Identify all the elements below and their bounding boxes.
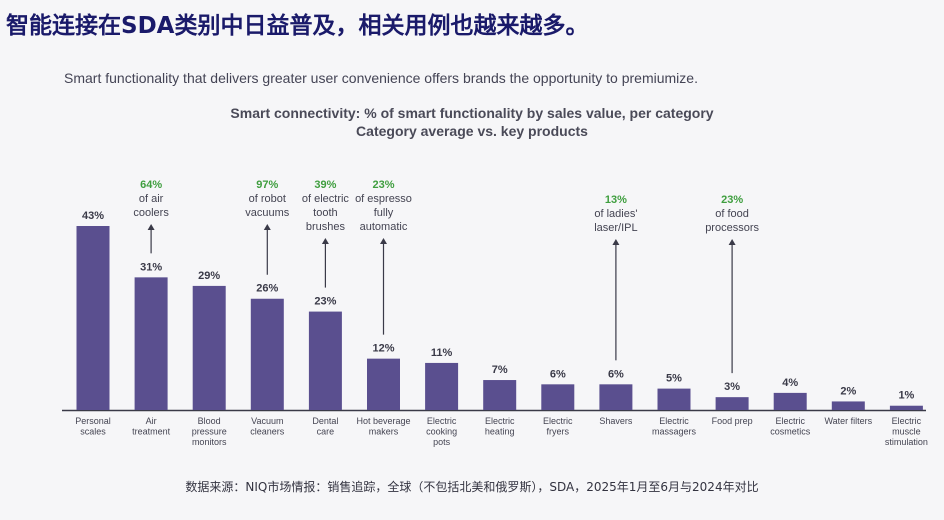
category-label: cooking bbox=[426, 427, 457, 437]
annotation-value: 97% bbox=[256, 179, 278, 191]
annotation-arrowhead bbox=[612, 239, 620, 245]
category-label: monitors bbox=[192, 437, 227, 447]
category-label: Shavers bbox=[599, 416, 633, 426]
bar-value-label: 31% bbox=[140, 261, 162, 273]
bar-value-label: 23% bbox=[314, 296, 336, 308]
page-subtitle: Smart functionality that delivers greate… bbox=[64, 70, 698, 86]
annotation-text: fully bbox=[374, 207, 394, 219]
bar-value-label: 5% bbox=[666, 373, 682, 385]
bar-value-label: 6% bbox=[608, 368, 624, 380]
category-label: Electric bbox=[659, 416, 689, 426]
category-label: Electric bbox=[543, 416, 573, 426]
category-label: Electric bbox=[775, 416, 805, 426]
annotation-text: of ladies' bbox=[594, 208, 637, 220]
category-label: scales bbox=[80, 427, 106, 437]
bar bbox=[657, 388, 691, 410]
annotation-value: 39% bbox=[314, 179, 336, 191]
category-label: Electric bbox=[485, 416, 515, 426]
bar bbox=[425, 362, 459, 410]
bar-value-label: 6% bbox=[550, 368, 566, 380]
chart-subtitle: Category average vs. key products bbox=[356, 123, 588, 139]
annotation-text: coolers bbox=[133, 207, 169, 219]
bar bbox=[599, 384, 633, 410]
bar bbox=[541, 384, 575, 410]
category-label: heating bbox=[485, 427, 515, 437]
category-label: Air bbox=[146, 416, 157, 426]
annotation-arrowhead bbox=[321, 238, 329, 244]
category-label: makers bbox=[369, 427, 399, 437]
category-label: Water filters bbox=[824, 416, 872, 426]
bar-value-label: 7% bbox=[492, 364, 508, 376]
category-label: Electric bbox=[892, 416, 922, 426]
annotation-text: automatic bbox=[360, 221, 408, 233]
annotation-text: processors bbox=[705, 222, 759, 234]
annotation-text: brushes bbox=[306, 221, 346, 233]
annotation-text: of espresso bbox=[355, 193, 412, 205]
category-label: Vacuum bbox=[251, 416, 283, 426]
category-label: massagers bbox=[652, 427, 697, 437]
annotation-value: 13% bbox=[605, 194, 627, 206]
annotation-arrowhead bbox=[728, 239, 736, 245]
bar-value-label: 4% bbox=[782, 377, 798, 389]
category-label: fryers bbox=[547, 427, 570, 437]
bar-value-label: 11% bbox=[431, 347, 453, 359]
annotation-text: laser/IPL bbox=[594, 222, 637, 234]
category-label: care bbox=[317, 427, 335, 437]
bar bbox=[367, 358, 400, 410]
bar-value-label: 26% bbox=[256, 283, 278, 295]
annotation-text: of food bbox=[715, 208, 749, 220]
category-label: Hot beverage bbox=[356, 416, 410, 426]
bar bbox=[773, 392, 807, 410]
bar bbox=[889, 405, 923, 410]
bar bbox=[192, 285, 226, 410]
annotation-text: of robot bbox=[249, 193, 286, 205]
source-note: 数据来源：NIQ市场情报：销售追踪，全球（不包括北美和俄罗斯），SDA，2025… bbox=[185, 480, 759, 494]
category-label: muscle bbox=[892, 427, 921, 437]
page-title: 智能连接在SDA类别中日益普及，相关用例也越来越多。 bbox=[6, 13, 589, 39]
annotation-value: 23% bbox=[721, 194, 743, 206]
annotation-text: of air bbox=[139, 193, 164, 205]
bar bbox=[483, 380, 517, 410]
chart-title: Smart connectivity: % of smart functiona… bbox=[230, 105, 714, 121]
bar bbox=[134, 277, 168, 410]
annotation-text: of electric bbox=[302, 193, 350, 205]
annotation-text: tooth bbox=[313, 207, 337, 219]
category-label: Dental bbox=[312, 416, 338, 426]
bar-value-label: 1% bbox=[898, 390, 914, 402]
bar-value-label: 43% bbox=[82, 210, 104, 222]
bar-value-label: 12% bbox=[372, 343, 394, 355]
bar bbox=[250, 298, 284, 410]
category-label: Blood bbox=[198, 416, 221, 426]
bar-value-label: 29% bbox=[198, 270, 220, 282]
category-label: cleaners bbox=[250, 427, 285, 437]
annotation-arrowhead bbox=[380, 238, 387, 244]
bar bbox=[715, 397, 749, 410]
category-label: pots bbox=[433, 437, 451, 447]
bar bbox=[831, 401, 865, 410]
bar-value-label: 3% bbox=[724, 381, 740, 393]
category-label: treatment bbox=[132, 427, 171, 437]
category-label: Personal bbox=[75, 416, 111, 426]
bar bbox=[308, 311, 342, 410]
annotation-arrowhead bbox=[147, 224, 155, 230]
annotation-arrowhead bbox=[263, 224, 271, 230]
category-label: cosmetics bbox=[770, 427, 811, 437]
category-label: stimulation bbox=[885, 437, 928, 447]
category-label: pressure bbox=[192, 427, 227, 437]
bar-value-label: 2% bbox=[840, 385, 856, 397]
category-label: Food prep bbox=[712, 416, 753, 426]
annotation-text: vacuums bbox=[245, 207, 290, 219]
annotation-value: 23% bbox=[372, 179, 394, 191]
annotation-value: 64% bbox=[140, 179, 162, 191]
category-label: Electric bbox=[427, 416, 457, 426]
bar bbox=[76, 226, 110, 410]
